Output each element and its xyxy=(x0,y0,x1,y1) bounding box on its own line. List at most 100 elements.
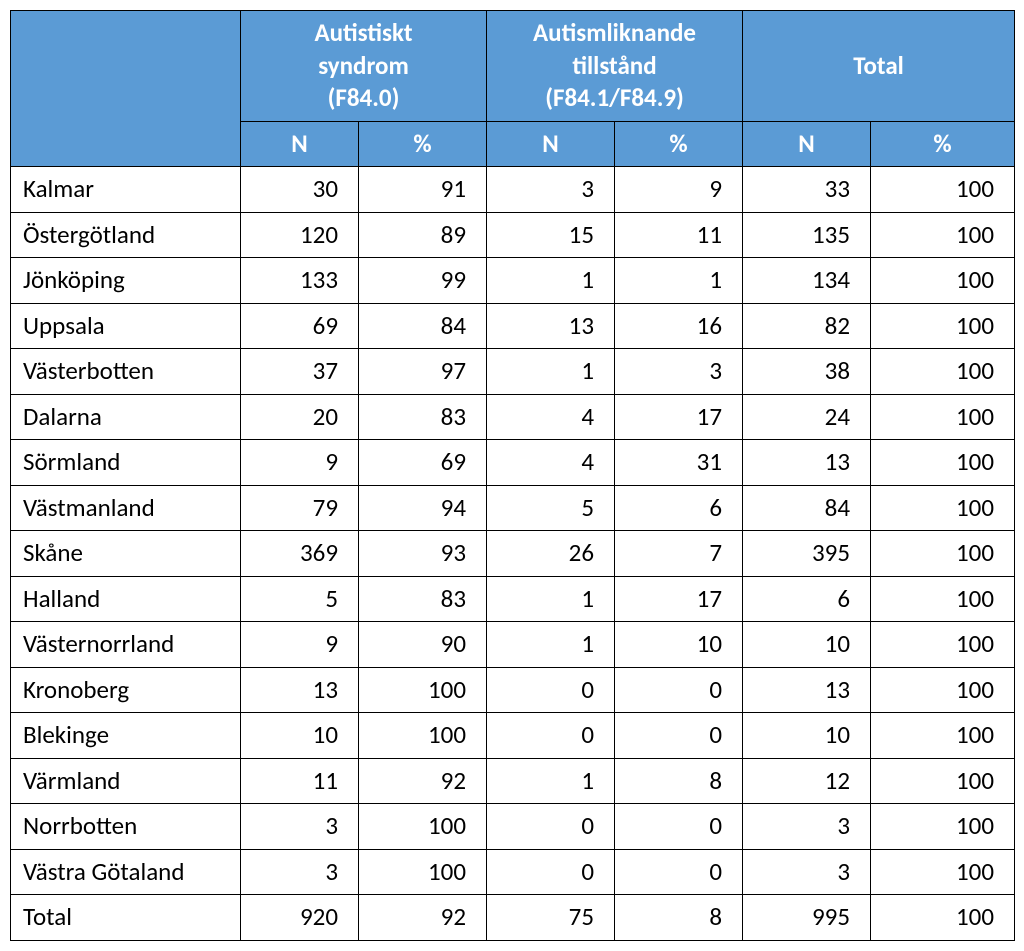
region-cell: Västra Götaland xyxy=(11,849,241,895)
value-cell: 15 xyxy=(487,212,615,258)
group-header-autismliknande: Autismliknande tillstånd (F84.1/F84.9) xyxy=(487,11,743,122)
region-cell: Total xyxy=(11,895,241,941)
value-cell: 1 xyxy=(487,758,615,804)
value-cell: 100 xyxy=(871,531,1015,577)
value-cell: 92 xyxy=(359,895,487,941)
value-cell: 0 xyxy=(615,713,743,759)
value-cell: 0 xyxy=(487,667,615,713)
value-cell: 79 xyxy=(241,485,359,531)
value-cell: 99 xyxy=(359,258,487,304)
region-cell: Sörmland xyxy=(11,440,241,486)
value-cell: 100 xyxy=(871,849,1015,895)
value-cell: 89 xyxy=(359,212,487,258)
region-cell: Blekinge xyxy=(11,713,241,759)
table-row: Dalarna208341724100 xyxy=(11,394,1015,440)
table-row: Sörmland96943113100 xyxy=(11,440,1015,486)
value-cell: 100 xyxy=(871,440,1015,486)
value-cell: 100 xyxy=(871,804,1015,850)
value-cell: 90 xyxy=(359,622,487,668)
value-cell: 13 xyxy=(487,303,615,349)
value-cell: 97 xyxy=(359,349,487,395)
value-cell: 369 xyxy=(241,531,359,577)
value-cell: 100 xyxy=(871,303,1015,349)
region-cell: Västmanland xyxy=(11,485,241,531)
value-cell: 100 xyxy=(871,485,1015,531)
table-row: Kalmar30913933100 xyxy=(11,167,1015,213)
value-cell: 1 xyxy=(487,622,615,668)
value-cell: 9 xyxy=(241,440,359,486)
value-cell: 1 xyxy=(487,349,615,395)
value-cell: 94 xyxy=(359,485,487,531)
value-cell: 17 xyxy=(615,394,743,440)
sub-header-n: N xyxy=(487,121,615,167)
region-cell: Värmland xyxy=(11,758,241,804)
value-cell: 69 xyxy=(241,303,359,349)
value-cell: 3 xyxy=(743,804,871,850)
value-cell: 10 xyxy=(743,713,871,759)
value-cell: 8 xyxy=(615,758,743,804)
value-cell: 100 xyxy=(871,713,1015,759)
value-cell: 12 xyxy=(743,758,871,804)
value-cell: 100 xyxy=(359,804,487,850)
value-cell: 93 xyxy=(359,531,487,577)
group-header-total: Total xyxy=(743,11,1015,122)
table-row: Västernorrland99011010100 xyxy=(11,622,1015,668)
table-row: Uppsala6984131682100 xyxy=(11,303,1015,349)
value-cell: 30 xyxy=(241,167,359,213)
group-header-line: Autismliknande xyxy=(533,17,696,48)
data-table: Autistiskt syndrom (F84.0) Autismliknand… xyxy=(10,10,1015,941)
value-cell: 6 xyxy=(615,485,743,531)
region-cell: Dalarna xyxy=(11,394,241,440)
value-cell: 5 xyxy=(241,576,359,622)
value-cell: 3 xyxy=(241,849,359,895)
region-cell: Västerbotten xyxy=(11,349,241,395)
value-cell: 1 xyxy=(615,258,743,304)
value-cell: 6 xyxy=(743,576,871,622)
value-cell: 4 xyxy=(487,440,615,486)
value-cell: 100 xyxy=(871,349,1015,395)
group-header-autistiskt: Autistiskt syndrom (F84.0) xyxy=(241,11,487,122)
value-cell: 13 xyxy=(743,667,871,713)
value-cell: 0 xyxy=(487,713,615,759)
value-cell: 0 xyxy=(615,667,743,713)
region-cell: Västernorrland xyxy=(11,622,241,668)
value-cell: 395 xyxy=(743,531,871,577)
table-row: Jönköping1339911134100 xyxy=(11,258,1015,304)
region-cell: Kalmar xyxy=(11,167,241,213)
region-cell: Kronoberg xyxy=(11,667,241,713)
value-cell: 11 xyxy=(615,212,743,258)
value-cell: 11 xyxy=(241,758,359,804)
value-cell: 16 xyxy=(615,303,743,349)
value-cell: 995 xyxy=(743,895,871,941)
sub-header-pct: % xyxy=(871,121,1015,167)
region-cell: Uppsala xyxy=(11,303,241,349)
value-cell: 3 xyxy=(615,349,743,395)
table-row: Total92092758995100 xyxy=(11,895,1015,941)
table-row: Västmanland79945684100 xyxy=(11,485,1015,531)
value-cell: 100 xyxy=(359,713,487,759)
value-cell: 3 xyxy=(241,804,359,850)
value-cell: 0 xyxy=(615,849,743,895)
value-cell: 84 xyxy=(743,485,871,531)
value-cell: 17 xyxy=(615,576,743,622)
value-cell: 83 xyxy=(359,576,487,622)
value-cell: 100 xyxy=(359,667,487,713)
header-corner-cell xyxy=(11,11,241,167)
group-header-line: (F84.0) xyxy=(328,82,400,113)
value-cell: 37 xyxy=(241,349,359,395)
value-cell: 83 xyxy=(359,394,487,440)
sub-header-n: N xyxy=(241,121,359,167)
value-cell: 24 xyxy=(743,394,871,440)
value-cell: 133 xyxy=(241,258,359,304)
value-cell: 100 xyxy=(871,258,1015,304)
value-cell: 100 xyxy=(871,212,1015,258)
region-cell: Skåne xyxy=(11,531,241,577)
table-row: Västerbotten37971338100 xyxy=(11,349,1015,395)
value-cell: 82 xyxy=(743,303,871,349)
value-cell: 10 xyxy=(743,622,871,668)
value-cell: 1 xyxy=(487,258,615,304)
value-cell: 1 xyxy=(487,576,615,622)
sub-header-pct: % xyxy=(359,121,487,167)
value-cell: 31 xyxy=(615,440,743,486)
value-cell: 3 xyxy=(743,849,871,895)
